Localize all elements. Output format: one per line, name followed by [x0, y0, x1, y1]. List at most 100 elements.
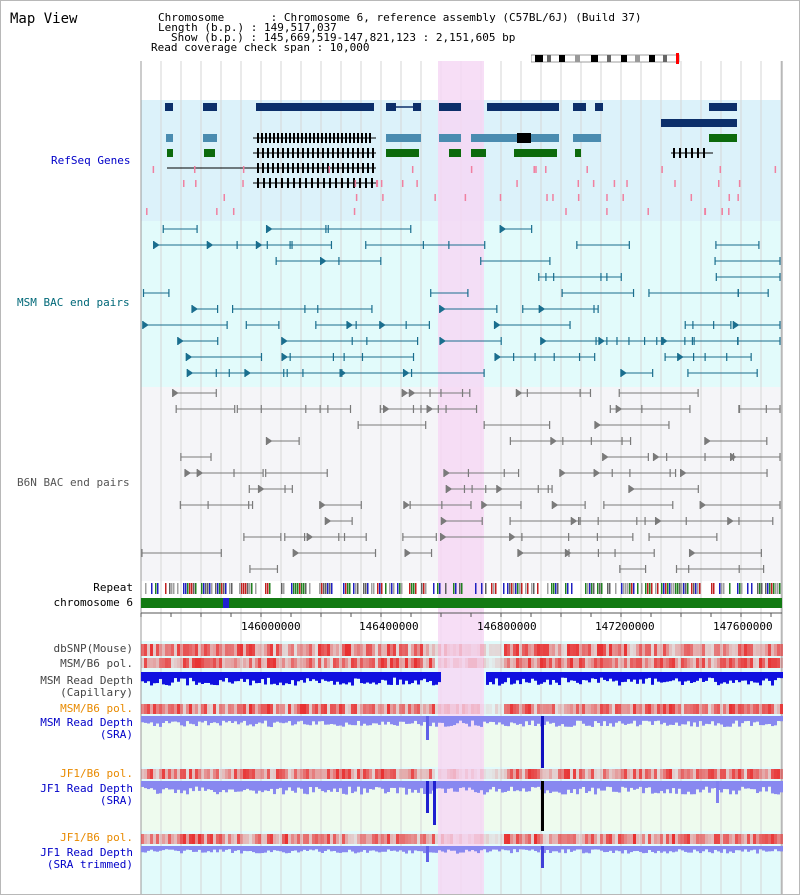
polymorphism-cell — [435, 658, 438, 668]
read-depth-bar — [369, 716, 372, 726]
polymorphism-cell — [186, 834, 189, 844]
polymorphism-cell — [693, 704, 696, 714]
read-depth-bar — [315, 846, 318, 850]
gene-exon-tick — [307, 148, 309, 158]
polymorphism-cell — [630, 658, 633, 668]
read-depth-bar — [288, 846, 291, 853]
track-label-msm-b6-pol[interactable]: MSM/B6 pol. — [60, 657, 133, 670]
repeat-mark — [231, 583, 233, 594]
repeat-mark — [519, 583, 521, 594]
read-depth-bar — [534, 846, 537, 852]
read-depth-bar — [225, 716, 228, 723]
read-depth-bar — [363, 672, 366, 684]
b6n-bac-pair-arrow — [441, 517, 448, 525]
read-depth-bar — [711, 672, 714, 679]
track-label-jf1-depth-trim[interactable]: JF1 Read Depth — [40, 846, 133, 859]
track-label-repeat[interactable]: Repeat — [93, 581, 133, 594]
read-depth-bar — [774, 716, 777, 726]
track-label-b6n-bac[interactable]: B6N BAC end pairs — [17, 476, 130, 489]
read-depth-bar — [321, 672, 324, 680]
gene-exon-tick — [312, 163, 314, 173]
repeat-mark — [507, 583, 509, 594]
polymorphism-cell — [654, 704, 657, 714]
polymorphism-cell — [177, 769, 180, 779]
polymorphism-cell — [204, 769, 207, 779]
polymorphism-cell — [651, 704, 654, 714]
read-depth-bar — [234, 846, 237, 851]
refseq-pink-tick — [152, 166, 155, 173]
axis-tick: 146800000 — [477, 620, 537, 633]
read-depth-bar — [444, 716, 447, 727]
polymorphism-cell — [264, 769, 267, 779]
polymorphism-cell — [243, 704, 246, 714]
read-depth-bar — [387, 846, 390, 850]
refseq-pink-tick — [216, 208, 218, 215]
polymorphism-cell — [690, 769, 693, 779]
polymorphism-cell — [627, 769, 630, 779]
polymorphism-cell — [315, 769, 318, 779]
track-label-msm-depth-sra[interactable]: MSM Read Depth — [40, 716, 133, 729]
polymorphism-cell — [510, 834, 513, 844]
ideogram-band — [621, 55, 627, 62]
track-label-jf1-depth-sra[interactable]: JF1 Read Depth — [40, 782, 133, 795]
polymorphism-cell — [528, 658, 531, 668]
read-depth-bar — [180, 781, 183, 794]
read-depth-bar — [657, 781, 660, 794]
read-depth-bar — [384, 716, 387, 725]
polymorphism-cell — [327, 704, 330, 714]
polymorphism-cell — [645, 644, 648, 656]
read-depth-bar — [366, 716, 369, 726]
read-depth-bar — [621, 672, 624, 683]
track-label-msm-b6-pol-2[interactable]: MSM/B6 pol. — [60, 702, 133, 715]
track-label-refseq[interactable]: RefSeq Genes — [51, 154, 131, 167]
track-label-jf1-b6-pol[interactable]: JF1/B6 pol. — [60, 767, 133, 780]
track-label-dbsnp[interactable]: dbSNP(Mouse) — [53, 642, 133, 655]
read-depth-bar — [711, 716, 714, 722]
read-depth-bar — [423, 672, 426, 679]
polymorphism-cell — [564, 644, 567, 656]
polymorphism-cell — [591, 644, 594, 656]
polymorphism-cell — [162, 769, 165, 779]
read-depth-bar — [282, 672, 285, 686]
track-label-msm-depth-cap[interactable]: MSM Read Depth — [40, 674, 133, 687]
gene-exon-dark — [517, 133, 531, 143]
repeat-mark — [145, 583, 147, 594]
polymorphism-cell — [198, 769, 201, 779]
track-label-jf1-b6-pol-2[interactable]: JF1/B6 pol. — [60, 831, 133, 844]
read-depth-bar — [192, 716, 195, 725]
polymorphism-cell — [522, 834, 525, 844]
read-depth-bar — [606, 781, 609, 787]
polymorphism-cell — [426, 644, 429, 656]
read-depth-bar — [693, 672, 696, 683]
polymorphism-cell — [552, 704, 555, 714]
repeat-mark — [771, 583, 773, 594]
polymorphism-cell — [687, 704, 690, 714]
polymorphism-cell — [153, 834, 156, 844]
polymorphism-cell — [444, 658, 447, 668]
read-depth-bar — [360, 716, 363, 726]
track-label-msm-bac[interactable]: MSM BAC end pairs — [17, 296, 130, 309]
repeat-mark — [391, 583, 393, 594]
polymorphism-cell — [762, 834, 765, 844]
repeat-mark — [171, 583, 173, 594]
polymorphism-cell — [297, 834, 300, 844]
read-depth-bar — [453, 716, 456, 726]
gene-transcript — [439, 134, 461, 142]
chromosome-ideogram[interactable] — [531, 53, 686, 65]
b6n-bac-pair-arrow — [628, 485, 635, 493]
polymorphism-cell — [717, 644, 720, 656]
polymorphism-cell — [480, 769, 483, 779]
polymorphism-cell — [162, 704, 165, 714]
read-depth-bar — [372, 716, 375, 724]
read-depth-bar — [528, 716, 531, 726]
read-depth-bar — [702, 672, 705, 682]
polymorphism-cell — [192, 769, 195, 779]
read-depth-bar — [633, 716, 636, 721]
polymorphism-cell — [336, 834, 339, 844]
track-label-chromosome[interactable]: chromosome 6 — [53, 596, 133, 609]
read-depth-bar — [159, 846, 162, 851]
read-depth-bar — [495, 846, 498, 850]
read-depth-bar — [684, 781, 687, 795]
read-depth-bar — [489, 846, 492, 852]
